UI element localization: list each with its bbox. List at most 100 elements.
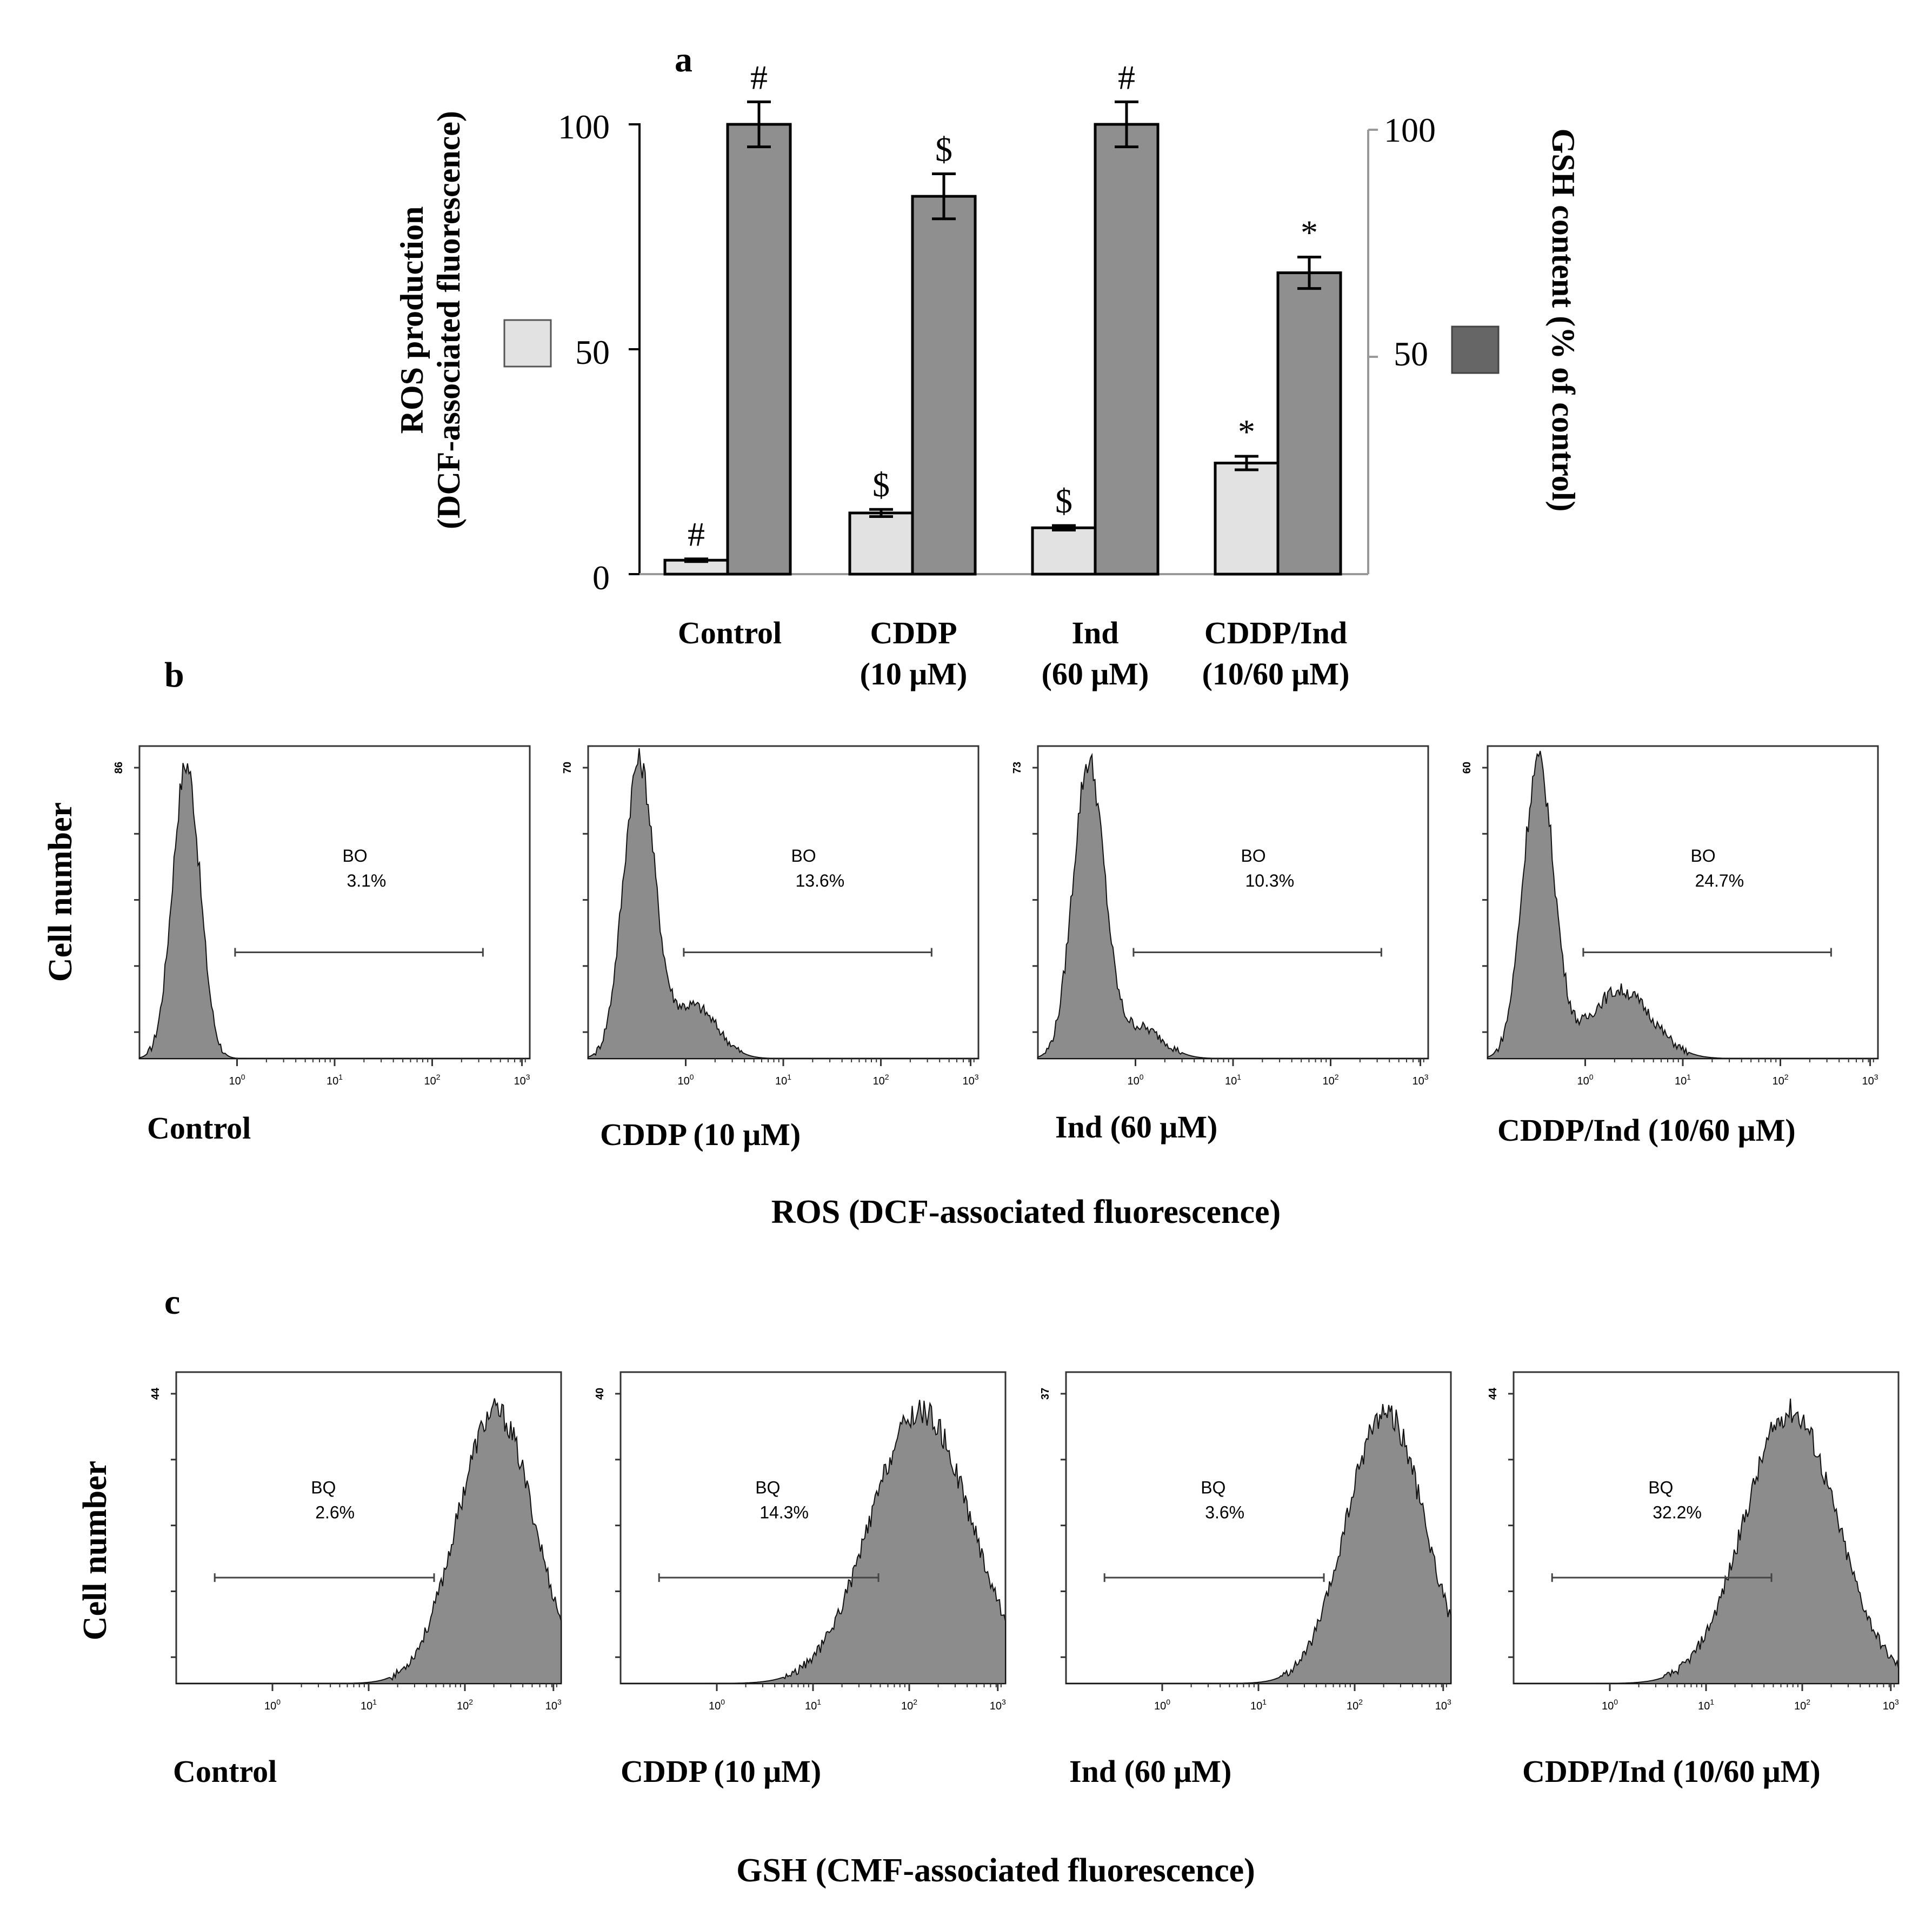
- ros-histogram-fill-1: [588, 748, 978, 1059]
- panel-c-xlabel: GSH (CMF-associated fluorescence): [736, 1852, 1255, 1889]
- gsh-x-tick-label-3-1: 101: [1698, 1698, 1714, 1712]
- category-label-combo: CDDP/Ind: [1204, 615, 1347, 650]
- ros-legend-swatch: [503, 319, 552, 368]
- panel-b-letter: b: [164, 655, 184, 695]
- ros-bar-combo: [1214, 461, 1280, 576]
- ros-gate-name-2: BO: [1241, 846, 1265, 866]
- ros-histogram-fill-3: [1487, 750, 1878, 1059]
- gsh-x-tick-label-0-2: 102: [457, 1698, 473, 1712]
- hist-b-3-name: CDDP/Ind (10/60 μM): [1497, 1113, 1796, 1148]
- gsh-histogram-fill-2: [1066, 1403, 1451, 1684]
- gsh-x-tick-label-1-0: 100: [709, 1698, 725, 1712]
- gsh-gate-name-0: BQ: [311, 1478, 336, 1498]
- ros-x-tick-label-0-1: 101: [327, 1073, 343, 1087]
- gsh-histogram-1: 40 100 101 102 103 BQ 14.3%: [594, 1371, 1007, 1712]
- gsh-x-tick-label-0-3: 103: [545, 1698, 562, 1712]
- gsh-gate-percent-0: 2.6%: [315, 1503, 355, 1522]
- ros-histogram-1: 70 100 101 102 103 BO 13.6%: [562, 745, 980, 1087]
- category-sublabel-ind: (60 μM): [1042, 656, 1149, 691]
- gsh-histogram-fill-3: [1514, 1399, 1899, 1684]
- ros-x-tick-label-3-2: 102: [1772, 1073, 1788, 1087]
- gsh-y-max-label-3: 44: [1487, 1387, 1499, 1400]
- ros-histogram-fill-0: [139, 763, 530, 1059]
- gsh-gate-name-2: BQ: [1201, 1478, 1225, 1498]
- gsh-histogram-3: 44 100 101 102 103 BQ 32.2%: [1487, 1371, 1900, 1712]
- gsh-bar-ind: [1094, 123, 1160, 576]
- ros-y-max-label-2: 73: [1011, 762, 1023, 774]
- category-label-control: Control: [678, 615, 782, 650]
- gsh-x-tick-label-2-2: 102: [1347, 1698, 1363, 1712]
- category-label-ind: Ind: [1071, 615, 1118, 650]
- ros-axis-label-line1: ROS production: [394, 207, 430, 434]
- panel-b-xlabel: ROS (DCF-associated fluorescence): [771, 1194, 1281, 1230]
- bar-series: # $ $ * # $ # *: [663, 58, 1342, 576]
- hist-b-1-name: CDDP (10 μM): [600, 1117, 801, 1152]
- ros-bar-cddp: [848, 511, 914, 576]
- panel-c-letter: c: [164, 1282, 180, 1322]
- hist-c-1-name: CDDP (10 μM): [621, 1754, 821, 1789]
- panel-a: a ROS production (DCF-associated fluores…: [394, 40, 1581, 691]
- hist-b-2-name: Ind (60 μM): [1055, 1109, 1217, 1145]
- panel-c-ylabel: Cell number: [77, 1461, 114, 1640]
- ros-y-max-label-3: 60: [1461, 762, 1473, 774]
- ros-x-tick-label-1-2: 102: [872, 1073, 889, 1087]
- left-tick-50: 50: [575, 333, 610, 371]
- panel-b-histograms: 86 100 101 102 103 BO 3.1% 70 100 101 102 103 BO 13.6…: [113, 745, 1879, 1087]
- ros-x-tick-label-3-0: 100: [1577, 1073, 1593, 1087]
- gsh-axis-label: GSH content (% of control): [1545, 129, 1581, 512]
- ros-x-tick-label-2-1: 101: [1225, 1073, 1241, 1087]
- ros-x-tick-label-3-3: 103: [1862, 1073, 1878, 1087]
- category-labels: Control CDDP (10 μM) Ind (60 μM) CDDP/In…: [678, 615, 1350, 691]
- ros-histogram-2: 73 100 101 102 103 BO 10.3%: [1011, 745, 1429, 1087]
- ros-gate-percent-0: 3.1%: [347, 871, 386, 890]
- gsh-bar-combo: [1276, 271, 1342, 576]
- gsh-x-tick-label-1-2: 102: [901, 1698, 917, 1712]
- gsh-x-tick-label-3-0: 100: [1602, 1698, 1618, 1712]
- ros-y-max-label-0: 86: [113, 762, 125, 774]
- ros-gate-name-1: BO: [791, 846, 816, 866]
- ros-x-tick-label-0-2: 102: [424, 1073, 440, 1087]
- gsh-x-tick-label-3-2: 102: [1794, 1698, 1810, 1712]
- panel-c: c Cell number GSH (CMF-associated fluore…: [77, 1282, 1900, 1889]
- gsh-y-max-label-0: 44: [150, 1387, 162, 1400]
- ros-gate-name-3: BO: [1690, 846, 1715, 866]
- panel-b-ylabel: Cell number: [42, 802, 79, 982]
- ros-x-tick-label-3-1: 101: [1675, 1073, 1691, 1087]
- ros-x-tick-label-1-0: 100: [677, 1073, 694, 1087]
- ros-gate-percent-3: 24.7%: [1695, 871, 1744, 890]
- gsh-histogram-fill-1: [621, 1400, 1006, 1684]
- gsh-x-tick-label-2-1: 101: [1250, 1698, 1267, 1712]
- gsh-y-max-label-1: 40: [594, 1388, 606, 1400]
- gsh-x-tick-label-1-3: 103: [990, 1698, 1006, 1712]
- ros-y-max-label-1: 70: [562, 762, 574, 774]
- gsh-annotation-control: #: [750, 58, 768, 96]
- ros-bar-ind: [1031, 526, 1097, 576]
- ros-x-tick-label-2-3: 103: [1413, 1073, 1429, 1087]
- ros-annotation-ind: $: [1055, 482, 1072, 520]
- category-sublabel-combo: (10/60 μM): [1202, 656, 1350, 691]
- category-sublabel-cddp: (10 μM): [860, 656, 968, 691]
- ros-x-tick-label-2-2: 102: [1322, 1073, 1338, 1087]
- gsh-annotation-cddp: $: [935, 130, 952, 169]
- category-label-cddp: CDDP: [870, 615, 957, 650]
- gsh-histogram-0: 44 100 101 102 103 BQ 2.6%: [150, 1371, 562, 1712]
- ros-x-tick-label-1-1: 101: [775, 1073, 791, 1087]
- right-tick-50: 50: [1394, 335, 1428, 373]
- left-tick-0: 0: [592, 558, 610, 597]
- gsh-x-tick-label-0-1: 101: [361, 1698, 377, 1712]
- ros-x-tick-label-0-3: 103: [514, 1073, 530, 1087]
- gsh-histogram-2: 37 100 101 102 103 BQ 3.6%: [1040, 1371, 1452, 1712]
- gsh-gate-name-3: BQ: [1648, 1478, 1673, 1498]
- ros-x-tick-label-1-3: 103: [963, 1073, 979, 1087]
- hist-c-3-name: CDDP/Ind (10/60 μM): [1522, 1754, 1821, 1789]
- panel-c-histograms: 44 100 101 102 103 BQ 2.6% 40 100 101 102 103 BQ 14.3…: [150, 1371, 1900, 1712]
- panel-a-letter: a: [675, 40, 692, 79]
- gsh-bar-control: [726, 123, 792, 576]
- ros-x-tick-label-2-0: 100: [1127, 1073, 1143, 1087]
- gsh-gate-percent-3: 32.2%: [1653, 1503, 1702, 1522]
- ros-histogram-0: 86 100 101 102 103 BO 3.1%: [113, 745, 531, 1087]
- ros-gate-percent-1: 13.6%: [795, 871, 844, 890]
- gsh-gate-name-1: BQ: [755, 1478, 780, 1498]
- gsh-annotation-ind: #: [1118, 58, 1135, 96]
